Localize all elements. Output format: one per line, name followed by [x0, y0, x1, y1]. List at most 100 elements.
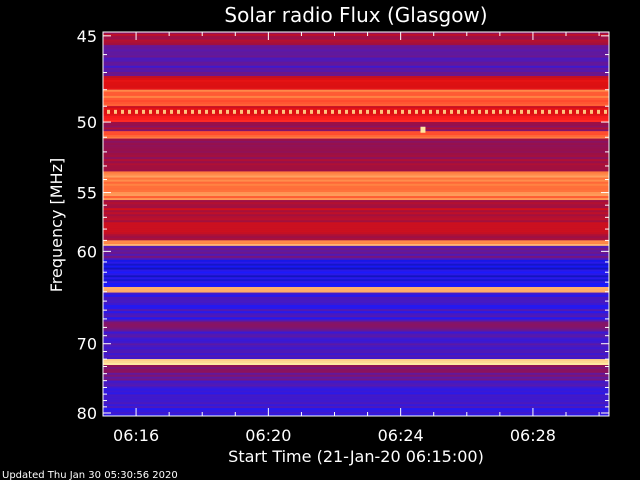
- band-10-texture: [103, 212, 609, 215]
- dashed-burst-mark: [345, 109, 348, 114]
- band-1-texture: [103, 65, 609, 68]
- band-10-texture: [103, 220, 609, 223]
- band-10-texture: [103, 208, 609, 211]
- dashed-burst-mark: [499, 109, 502, 114]
- band-2-texture: [103, 83, 609, 86]
- dashed-burst-mark: [394, 109, 397, 114]
- dashed-burst-mark: [212, 109, 215, 114]
- dashed-burst-mark: [373, 109, 376, 114]
- band-1-texture: [103, 67, 609, 70]
- band-2-texture: [103, 87, 609, 90]
- band-17-texture: [103, 345, 609, 348]
- band-10-texture: [103, 222, 609, 225]
- band-14-texture: [103, 290, 609, 293]
- dashed-burst-mark: [604, 109, 607, 114]
- dashed-burst-mark: [170, 109, 173, 114]
- band-17-texture: [103, 339, 609, 342]
- band-8-texture: [103, 165, 609, 168]
- band-16-texture: [103, 329, 609, 332]
- band-10-texture: [103, 218, 609, 221]
- band-8-texture: [103, 142, 609, 145]
- band-10-texture: [103, 236, 609, 239]
- band-20-texture: [103, 394, 609, 397]
- band-13-texture: [103, 273, 609, 276]
- band-16-texture: [103, 323, 609, 326]
- band-4-texture: [103, 108, 609, 111]
- dashed-burst-mark: [408, 109, 411, 114]
- dashed-burst-mark: [520, 109, 523, 114]
- dashed-burst-mark: [205, 109, 208, 114]
- dashed-burst-mark: [471, 109, 474, 114]
- band-18-texture: [103, 359, 609, 362]
- dashed-burst-mark: [506, 109, 509, 114]
- band-8-texture: [103, 151, 609, 154]
- band-19-texture: [103, 365, 609, 367]
- band-12-texture: [103, 255, 609, 258]
- band-10-texture: [103, 216, 609, 219]
- band-13-texture: [103, 285, 609, 287]
- band-10-texture: [103, 228, 609, 231]
- x-tick-label: 06:24: [378, 426, 424, 445]
- y-tick-label: 55: [77, 184, 97, 203]
- band-9-texture: [103, 187, 609, 190]
- band-1-texture: [103, 55, 609, 58]
- band-10-texture: [103, 202, 609, 205]
- band-20-texture: [103, 390, 609, 393]
- band-9-texture: [103, 179, 609, 182]
- band-18-texture: [103, 363, 609, 366]
- band-1-texture: [103, 69, 609, 72]
- band-14-texture: [103, 286, 609, 289]
- band-15-texture: [103, 302, 609, 306]
- band-10-texture: [103, 210, 609, 213]
- band-8-texture: [103, 144, 609, 147]
- band-15-texture: [103, 296, 609, 299]
- band-20-texture: [103, 406, 609, 409]
- dashed-burst-mark: [597, 109, 600, 114]
- band-12-texture: [103, 251, 609, 254]
- band-17-texture: [103, 357, 609, 360]
- band-15-texture: [103, 294, 609, 297]
- dashed-burst-mark: [191, 109, 194, 114]
- dashed-burst-mark: [275, 109, 278, 114]
- band-9-texture: [103, 173, 609, 176]
- band-12-texture: [103, 253, 609, 256]
- band-0-texture: [103, 33, 609, 36]
- band-9-texture: [103, 183, 609, 186]
- dashed-burst-mark: [541, 109, 544, 114]
- dashed-burst-mark: [142, 109, 145, 114]
- band-0-texture: [103, 43, 609, 46]
- dashed-burst-mark: [261, 109, 264, 114]
- dashed-burst-mark: [296, 109, 299, 114]
- band-18-texture: [103, 361, 609, 364]
- band-10-texture: [103, 200, 609, 203]
- band-17-texture: [103, 331, 609, 334]
- x-tick-label: 06:16: [113, 426, 159, 445]
- band-15-texture: [103, 317, 609, 320]
- dashed-burst-mark: [331, 109, 334, 114]
- dashed-burst-mark: [359, 109, 362, 114]
- band-1-texture: [103, 63, 609, 66]
- chart-title: Solar radio Flux (Glasgow): [224, 3, 487, 27]
- band-6-texture: [103, 127, 609, 130]
- band-8-texture: [103, 163, 609, 166]
- band-10-texture: [103, 204, 609, 207]
- dashed-burst-mark: [254, 109, 257, 114]
- dashed-burst-mark: [457, 109, 460, 114]
- band-9-texture: [103, 194, 609, 197]
- burst-spot-1: [420, 126, 426, 133]
- dashed-burst-mark: [464, 109, 467, 114]
- band-7-texture: [103, 131, 609, 134]
- dashed-burst-mark: [114, 109, 117, 114]
- band-0-texture: [103, 39, 609, 42]
- dashed-burst-mark: [226, 109, 229, 114]
- band-15-texture: [103, 305, 609, 308]
- y-tick-label: 60: [77, 242, 97, 261]
- dashed-burst-mark: [534, 109, 537, 114]
- band-15-texture: [103, 307, 609, 310]
- dashed-burst-mark: [219, 109, 222, 114]
- band-3-texture: [103, 104, 609, 107]
- band-20-texture: [103, 380, 609, 383]
- band-1-texture: [103, 47, 609, 50]
- band-3-texture: [103, 100, 609, 103]
